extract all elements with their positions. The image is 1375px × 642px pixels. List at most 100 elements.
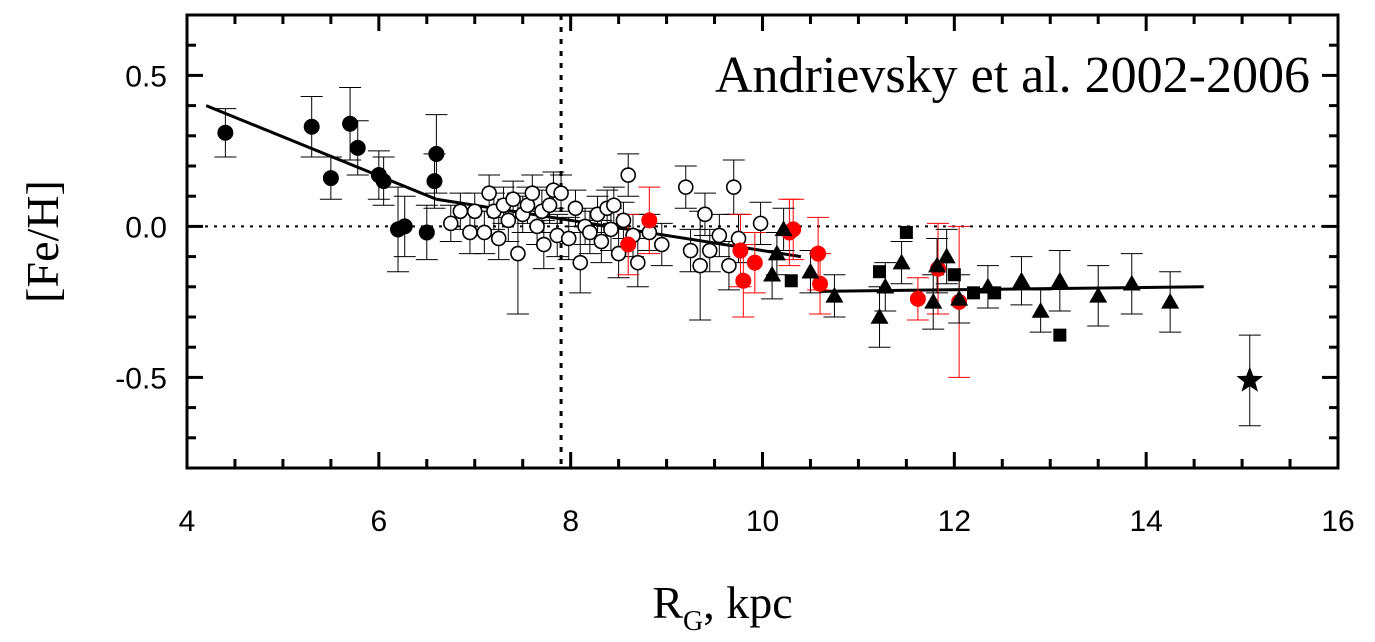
triangle-point bbox=[1012, 271, 1031, 288]
x-tick-label: 10 bbox=[746, 505, 779, 538]
triangle-point bbox=[801, 262, 820, 279]
x-tick-label: 16 bbox=[1321, 505, 1354, 538]
filled-circle-point bbox=[428, 145, 445, 162]
x-axis-title: RG, kpc bbox=[652, 577, 792, 637]
triangle-point bbox=[870, 308, 889, 324]
triangle-point bbox=[763, 265, 782, 282]
open-circle-point bbox=[593, 233, 610, 250]
chart-annotation: Andrievsky et al. 2002-2006 bbox=[715, 47, 1310, 104]
red-circle-point bbox=[810, 245, 827, 262]
y-tick-label: -0.5 bbox=[115, 362, 167, 395]
square-point bbox=[1053, 328, 1067, 342]
filled-circle-point bbox=[342, 115, 359, 132]
filled-circle-point bbox=[418, 224, 435, 241]
open-circle-point bbox=[442, 215, 459, 232]
filled-circle-point bbox=[396, 218, 413, 235]
triangle-point bbox=[825, 286, 844, 303]
open-circle-point bbox=[721, 257, 737, 274]
open-circle-point bbox=[490, 230, 507, 247]
red-circle-point bbox=[746, 254, 763, 271]
x-tick-label: 6 bbox=[370, 505, 387, 538]
open-circle-point bbox=[603, 221, 619, 238]
triangle-point bbox=[876, 277, 895, 294]
open-circle-point bbox=[452, 203, 469, 220]
open-circle-point bbox=[653, 236, 670, 253]
triangle-point bbox=[892, 253, 911, 270]
x-axis-title-unit: , kpc bbox=[703, 577, 792, 628]
open-circle-point bbox=[630, 254, 646, 271]
x-axis-title-subscript: G bbox=[683, 606, 703, 637]
triangle-point bbox=[1122, 274, 1141, 291]
filled-circle-point bbox=[303, 118, 320, 135]
x-tick-label: 8 bbox=[562, 505, 579, 538]
open-circle-point bbox=[620, 167, 637, 183]
open-circle-point bbox=[462, 224, 478, 241]
open-circle-point bbox=[682, 242, 699, 259]
reference-lines bbox=[187, 15, 1338, 468]
open-circle-point bbox=[481, 185, 497, 201]
x-axis-title-main: R bbox=[652, 577, 683, 628]
open-circle-point bbox=[476, 224, 493, 241]
filled-circle-point bbox=[426, 173, 443, 190]
open-circle-point bbox=[692, 257, 708, 274]
square-point bbox=[899, 225, 913, 239]
triangle-point bbox=[950, 289, 969, 306]
filled-circle-point bbox=[322, 170, 339, 187]
open-circle-point bbox=[529, 218, 545, 235]
open-circle-point bbox=[615, 212, 632, 229]
filled-circle-point bbox=[375, 173, 392, 190]
triangle-point bbox=[937, 247, 956, 264]
triangle-point bbox=[924, 292, 943, 309]
filled-circle-point bbox=[349, 139, 366, 156]
open-circle-point bbox=[701, 242, 718, 259]
x-tick-label: 14 bbox=[1129, 505, 1162, 538]
open-circle-point bbox=[582, 224, 598, 241]
open-circle-point bbox=[752, 215, 769, 232]
triangle-point bbox=[928, 256, 947, 273]
open-circle-point bbox=[466, 203, 483, 220]
x-tick-label: 4 bbox=[179, 505, 196, 538]
red-circle-point bbox=[732, 242, 749, 259]
open-circle-point bbox=[697, 206, 713, 223]
axis-ticks bbox=[185, 13, 1340, 470]
square-point bbox=[873, 265, 887, 279]
triangle-point bbox=[767, 244, 786, 261]
red-circle-point bbox=[641, 212, 658, 229]
open-circle-point bbox=[510, 245, 526, 262]
open-circle-point bbox=[505, 191, 521, 208]
red-circle-point bbox=[735, 272, 752, 289]
square-point bbox=[967, 286, 981, 300]
square-point bbox=[988, 286, 1002, 300]
open-circle-point bbox=[524, 185, 541, 201]
open-circle-point bbox=[677, 179, 694, 195]
open-circle-point bbox=[711, 227, 728, 244]
triangle-point bbox=[1161, 292, 1180, 309]
y-axis-title: [Fe/H] bbox=[17, 180, 68, 303]
open-circle-point bbox=[541, 197, 558, 214]
triangle-point bbox=[1031, 301, 1050, 318]
open-circle-point bbox=[572, 254, 589, 271]
filled-circle-point bbox=[217, 124, 234, 141]
red-circle-point bbox=[620, 236, 637, 253]
triangle-point bbox=[774, 220, 793, 237]
gradient-fit-line bbox=[205, 104, 437, 201]
x-tick-label: 12 bbox=[938, 505, 971, 538]
square-point bbox=[947, 268, 961, 282]
open-circle-point bbox=[725, 179, 742, 195]
triangle-point bbox=[1050, 271, 1069, 288]
y-tick-labels: 0.5 0.0 -0.5 bbox=[115, 60, 167, 395]
star-point bbox=[1236, 366, 1264, 392]
open-circle-point bbox=[500, 212, 517, 229]
data-markers bbox=[217, 115, 1264, 392]
y-tick-label: 0.0 bbox=[125, 211, 167, 244]
square-point bbox=[784, 274, 798, 288]
x-tick-labels: 4 6 8 10 12 14 16 bbox=[179, 505, 1355, 538]
open-circle-point bbox=[553, 185, 569, 201]
red-circle-point bbox=[812, 275, 829, 292]
open-circle-point bbox=[567, 200, 584, 217]
gradient-fit-line bbox=[820, 285, 1204, 293]
triangle-point bbox=[1089, 286, 1108, 303]
open-circle-point bbox=[560, 230, 577, 247]
open-circle-point bbox=[610, 245, 627, 262]
